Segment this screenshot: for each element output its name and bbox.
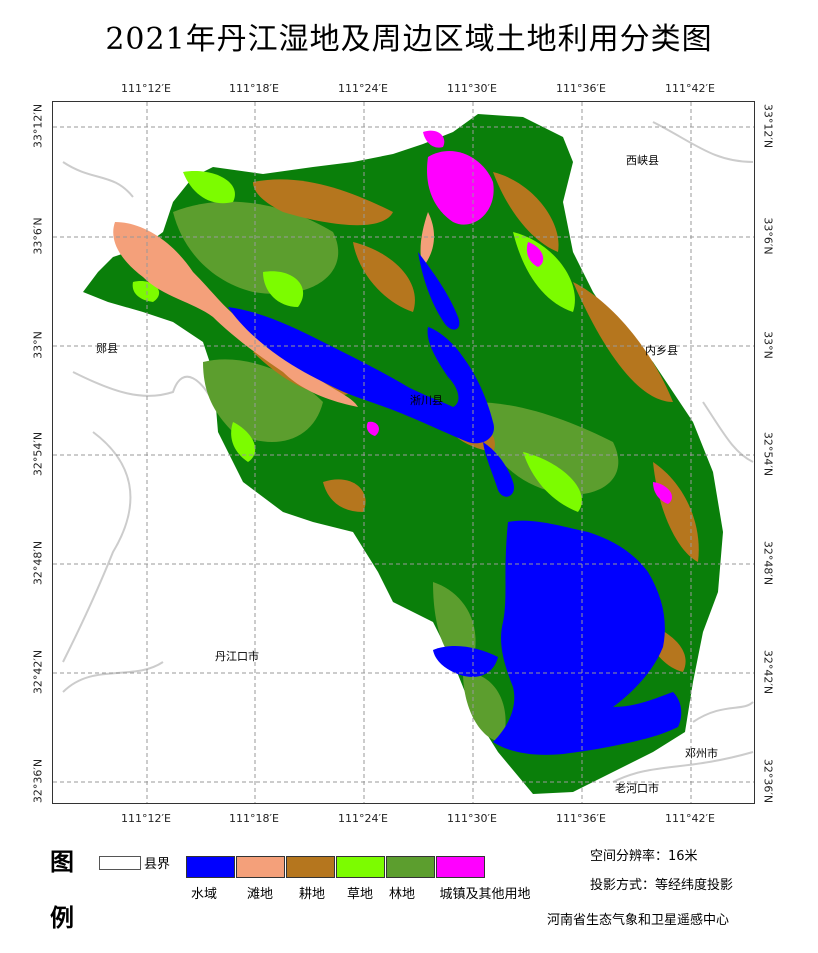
lat-label-left: 32°36′N: [31, 758, 45, 804]
projection-info: 投影方式：等经纬度投影: [590, 878, 734, 893]
agency-name: 河南省生态气象和卫星遥感中心: [547, 913, 730, 928]
legend-label-grassland: 草地: [346, 887, 374, 902]
place-laohekou: 老河口市: [615, 782, 659, 795]
resolution-info: 空间分辨率：16米: [590, 849, 698, 864]
urban-patches: [366, 130, 673, 504]
legend-swatch-water: [186, 856, 235, 878]
graticule: [53, 102, 754, 803]
lon-label-bottom: 111°18′E: [229, 812, 279, 825]
lon-label-top: 111°42′E: [665, 82, 715, 95]
lon-label-top: 111°30′E: [447, 82, 497, 95]
lon-label-bottom: 111°24′E: [338, 812, 388, 825]
lat-label-right: 33°N: [761, 331, 775, 359]
legend-swatch-cropland: [286, 856, 335, 878]
upper-reservoir: [228, 307, 494, 444]
lat-label-left: 32°42′N: [31, 649, 45, 695]
legend-label-water: 水域: [190, 887, 218, 902]
map-frame[interactable]: [52, 101, 755, 804]
lon-label-top: 111°12′E: [121, 82, 171, 95]
legend-county-label: 县界: [144, 857, 171, 872]
lon-label-top: 111°36′E: [556, 82, 606, 95]
lat-label-right: 32°36′N: [761, 758, 775, 804]
place-dengzhou: 邓州市: [685, 747, 718, 760]
lat-label-right: 33°12′N: [761, 103, 775, 149]
upper-river: [418, 252, 460, 330]
lon-label-bottom: 111°42′E: [665, 812, 715, 825]
place-danjiangkou: 丹江口市: [215, 650, 259, 663]
lat-label-left: 33°N: [31, 331, 45, 359]
legend-label-urban: 城镇及其他用地: [439, 887, 531, 902]
lat-label-left: 33°12′N: [31, 103, 45, 149]
legend-swatch-grassland: [336, 856, 385, 878]
lat-label-right: 32°54′N: [761, 431, 775, 477]
middle-channel: [483, 442, 515, 497]
legend-swatch-urban: [436, 856, 485, 878]
legend-title-2: 例: [50, 903, 74, 932]
lon-label-bottom: 111°36′E: [556, 812, 606, 825]
lat-label-right: 32°42′N: [761, 649, 775, 695]
legend-title-1: 图: [50, 847, 74, 876]
lon-label-top: 111°24′E: [338, 82, 388, 95]
lat-label-left: 32°48′N: [31, 540, 45, 586]
lon-label-bottom: 111°12′E: [121, 812, 171, 825]
legend-swatch-forest: [386, 856, 435, 878]
place-xixian: 郧县: [96, 342, 118, 355]
lon-label-top: 111°18′E: [229, 82, 279, 95]
map-title: 2021年丹江湿地及周边区域土地利用分类图: [105, 22, 713, 57]
legend-label-cropland: 耕地: [298, 887, 326, 902]
lat-label-right: 33°6′N: [761, 217, 775, 255]
water-bodies: [228, 252, 682, 755]
lat-label-right: 32°48′N: [761, 540, 775, 586]
place-neixiang: 内乡县: [645, 344, 678, 357]
place-xixia: 西峡县: [626, 154, 659, 167]
lat-label-left: 32°54′N: [31, 431, 45, 477]
lon-label-bottom: 111°30′E: [447, 812, 497, 825]
lower-reservoir: [493, 520, 682, 755]
legend-label-forest: 林地: [388, 887, 416, 902]
land-use-map: [53, 102, 754, 803]
lower-inlet: [433, 646, 498, 677]
legend-county-swatch: [99, 856, 141, 870]
legend-label-shoal: 滩地: [246, 887, 274, 902]
legend-swatch-shoal: [236, 856, 285, 878]
lat-label-left: 33°6′N: [31, 217, 45, 255]
place-xichuan: 淅川县: [410, 394, 443, 407]
